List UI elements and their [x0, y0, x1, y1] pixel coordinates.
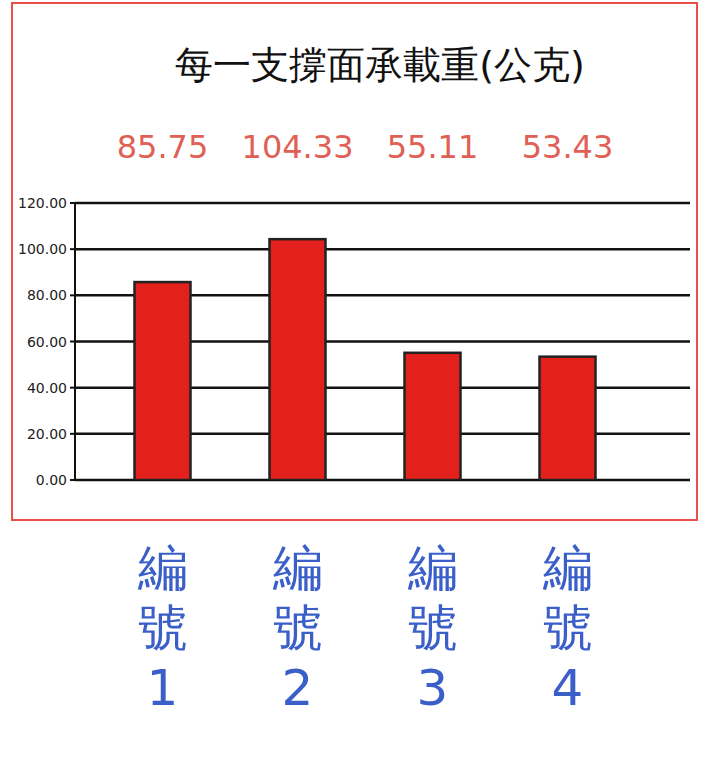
- y-axis: [74, 203, 76, 480]
- tick-label: 20.00: [27, 426, 67, 442]
- bar: [540, 357, 596, 480]
- bars: [135, 239, 596, 480]
- tick-label: 60.00: [27, 334, 67, 350]
- bar: [405, 353, 461, 480]
- title: 每一支撐面承載重(公克): [175, 43, 585, 87]
- tick-label: 0.00: [36, 472, 67, 488]
- tick-label: 100.00: [18, 241, 67, 257]
- category-label: 編號1: [137, 539, 188, 717]
- grid-line: [75, 248, 690, 251]
- data-label: 55.11: [387, 128, 479, 166]
- grid-line: [75, 202, 690, 205]
- bar: [270, 239, 326, 480]
- chart: 每一支撐面承載重(公克) 0.00 20.00 40.00 60.00 80.00 100.…: [0, 0, 707, 779]
- tick-label: 80.00: [27, 287, 67, 303]
- category-label: 編號3: [407, 539, 458, 717]
- tick-label: 120.00: [18, 195, 67, 211]
- data-label: 104.33: [242, 128, 354, 166]
- tick-label: 40.00: [27, 380, 67, 396]
- category-label: 編號4: [542, 539, 593, 717]
- frame: [12, 3, 697, 520]
- data-label: 53.43: [522, 128, 614, 166]
- bar: [135, 282, 191, 480]
- category-label: 編號2: [272, 539, 323, 717]
- data-label: 85.75: [117, 128, 209, 166]
